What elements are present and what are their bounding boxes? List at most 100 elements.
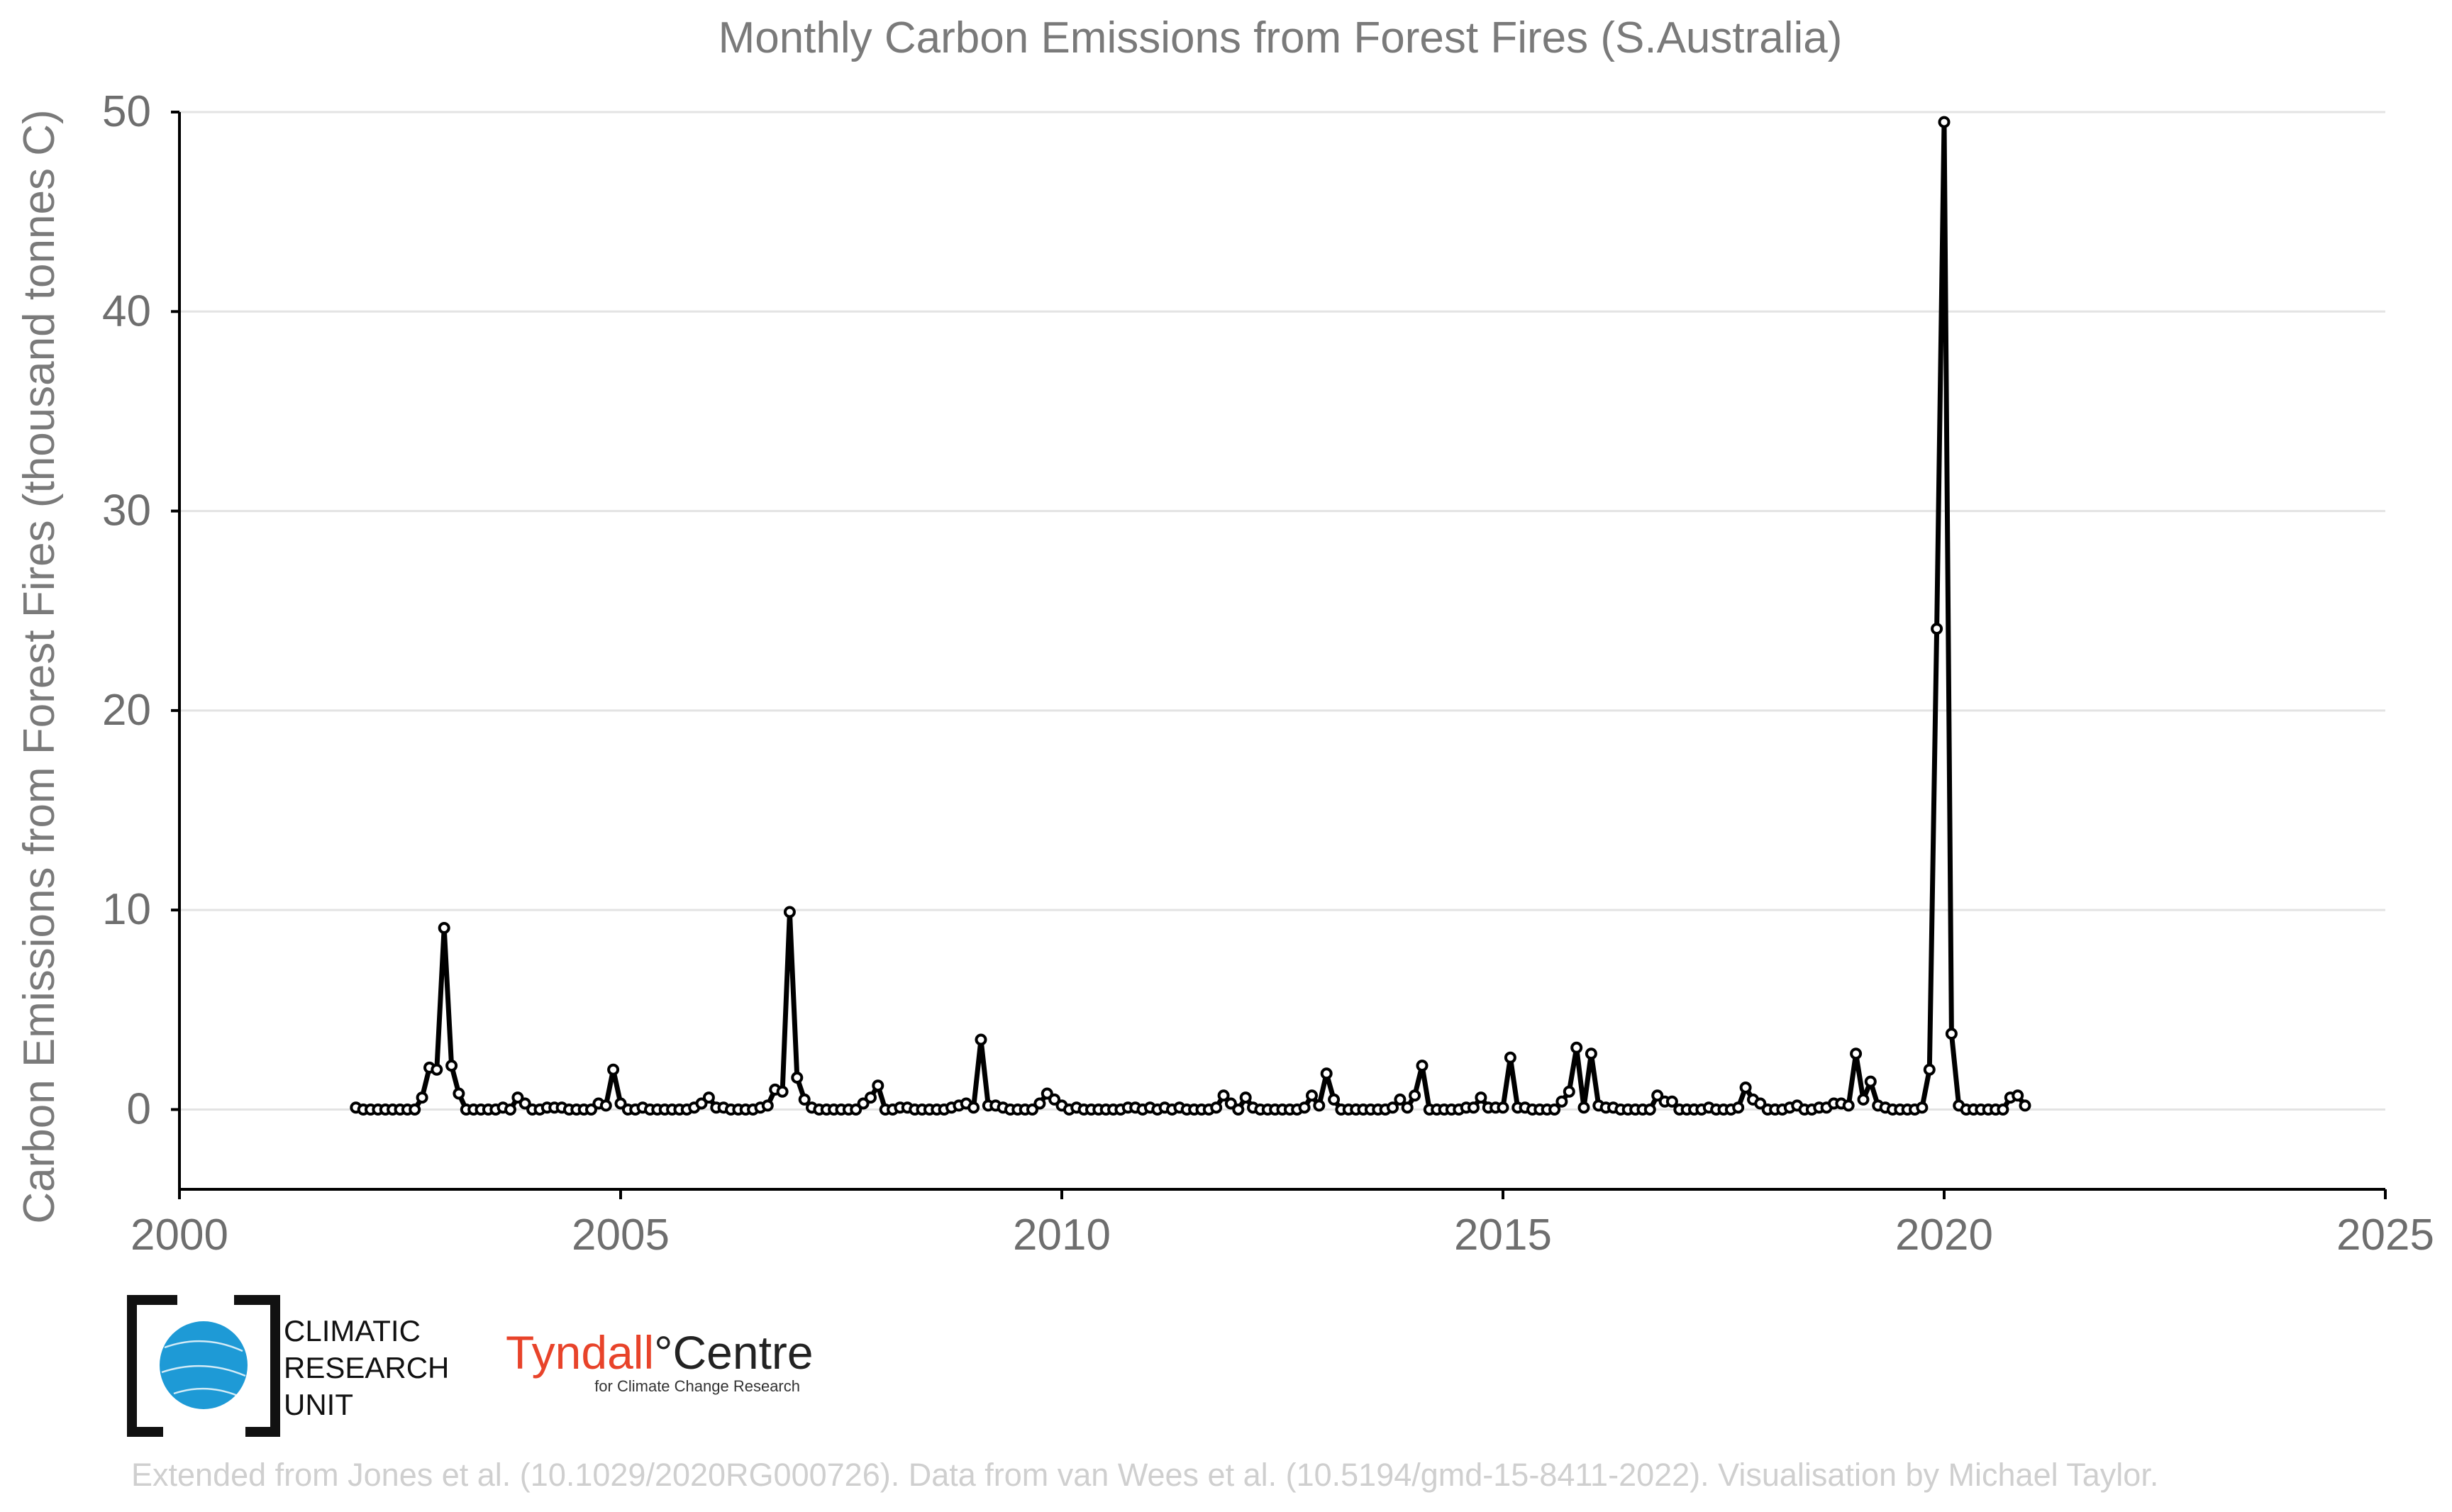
data-point <box>1739 1082 1752 1094</box>
data-point <box>798 1093 811 1106</box>
data-point <box>1563 1085 1575 1098</box>
data-point <box>761 1099 774 1112</box>
y-tick-label-40: 40 <box>102 287 151 335</box>
data-point <box>1916 1101 1929 1114</box>
credit-line: Extended from Jones et al. (10.1029/2020… <box>131 1457 2158 1493</box>
data-point <box>453 1087 465 1100</box>
y-tick-label-20: 20 <box>102 686 151 735</box>
data-point <box>1864 1075 1877 1088</box>
data-point <box>438 922 450 934</box>
data-point <box>431 1063 443 1076</box>
data-point <box>599 1099 612 1112</box>
data-point <box>1754 1097 1767 1110</box>
data-point <box>416 1091 428 1104</box>
data-point <box>776 1085 789 1098</box>
tyndall-subtitle: for Climate Change Research <box>594 1377 800 1395</box>
y-axis-label: Carbon Emissions from Forest Fires (thou… <box>15 109 64 1223</box>
data-point <box>1387 1101 1399 1114</box>
data-point <box>791 1072 804 1084</box>
data-point <box>1475 1091 1487 1104</box>
data-point <box>614 1097 627 1110</box>
data-point <box>1643 1104 1656 1116</box>
data-point <box>1665 1095 1678 1108</box>
data-point <box>1394 1093 1407 1106</box>
data-point <box>702 1091 715 1104</box>
data-point <box>1313 1099 1326 1112</box>
data-point <box>1923 1063 1936 1076</box>
x-tick-label-2010: 2010 <box>1013 1211 1111 1260</box>
data-point <box>585 1104 597 1116</box>
data-point <box>1409 1089 1421 1102</box>
data-point <box>1328 1093 1341 1106</box>
x-tick-label-2015: 2015 <box>1454 1211 1552 1260</box>
x-ticks: 2000 2005 2010 2015 2020 2025 <box>131 1189 2434 1260</box>
y-tick-label-30: 30 <box>102 487 151 535</box>
data-point <box>1857 1093 1870 1106</box>
data-point <box>1945 1028 1958 1040</box>
data-point <box>695 1097 708 1110</box>
y-tick-label-10: 10 <box>102 885 151 934</box>
cru-line-2: RESEARCH <box>284 1351 449 1384</box>
data-point <box>2012 1089 2024 1102</box>
data-point <box>865 1091 877 1104</box>
data-point <box>409 1104 421 1116</box>
x-tick-label-2025: 2025 <box>2336 1211 2434 1260</box>
data-point <box>1041 1087 1053 1100</box>
data-point <box>967 1101 980 1114</box>
data-point <box>850 1104 862 1116</box>
x-tick-label-2020: 2020 <box>1895 1211 1993 1260</box>
data-point <box>1224 1097 1237 1110</box>
y-tick-label-0: 0 <box>127 1084 151 1133</box>
data-point <box>1033 1097 1046 1110</box>
data-point <box>1048 1093 1061 1106</box>
data-point <box>1401 1101 1414 1114</box>
data-point <box>1842 1099 1855 1112</box>
data-point <box>1298 1101 1311 1114</box>
data-point <box>1585 1047 1597 1060</box>
data-point <box>504 1104 516 1116</box>
data-point <box>2019 1099 2031 1112</box>
cru-logo: CLIMATIC RESEARCH UNIT <box>127 1295 449 1437</box>
data-point <box>1732 1101 1745 1114</box>
cru-logo-frame <box>127 1295 280 1437</box>
data-point <box>1651 1089 1664 1102</box>
data-point <box>975 1033 987 1046</box>
cru-line-3: UNIT <box>284 1388 353 1421</box>
tyndall-word-b: °Centre <box>654 1326 814 1379</box>
x-tick-label-2005: 2005 <box>572 1211 670 1260</box>
data-point <box>1232 1104 1245 1116</box>
data-point <box>518 1097 531 1110</box>
data-point <box>1850 1047 1863 1060</box>
tyndall-logo: Tyndall°Centre for Climate Change Resear… <box>506 1326 814 1395</box>
data-point <box>607 1063 620 1076</box>
tyndall-wordmark: Tyndall°Centre <box>506 1326 814 1379</box>
data-point <box>1938 116 1951 128</box>
tyndall-word-a: Tyndall <box>506 1326 654 1379</box>
data-point <box>1468 1101 1480 1114</box>
y-tick-label-50: 50 <box>102 87 151 136</box>
data-point <box>783 906 796 918</box>
data-point <box>1217 1089 1230 1102</box>
cru-line-1: CLIMATIC <box>284 1314 421 1347</box>
data-point <box>1548 1104 1561 1116</box>
data-point <box>1997 1104 2009 1116</box>
data-point <box>1416 1060 1429 1072</box>
data-point <box>1210 1101 1223 1114</box>
data-point <box>1320 1067 1333 1080</box>
data-point <box>1306 1089 1318 1102</box>
data-point <box>857 1097 870 1110</box>
data-point <box>1504 1051 1516 1064</box>
x-tick-label-2000: 2000 <box>131 1211 228 1260</box>
data-point <box>1497 1101 1509 1114</box>
data-point <box>511 1091 524 1104</box>
data-point <box>1931 623 1943 635</box>
series-line-0 <box>355 119 2027 1112</box>
data-point <box>1577 1101 1590 1114</box>
grid-lines <box>179 111 2385 1111</box>
series <box>350 116 2031 1116</box>
data-point <box>1239 1091 1252 1104</box>
data-point <box>872 1079 884 1092</box>
chart-title: Monthly Carbon Emissions from Forest Fir… <box>719 13 1843 62</box>
data-point <box>445 1060 458 1072</box>
